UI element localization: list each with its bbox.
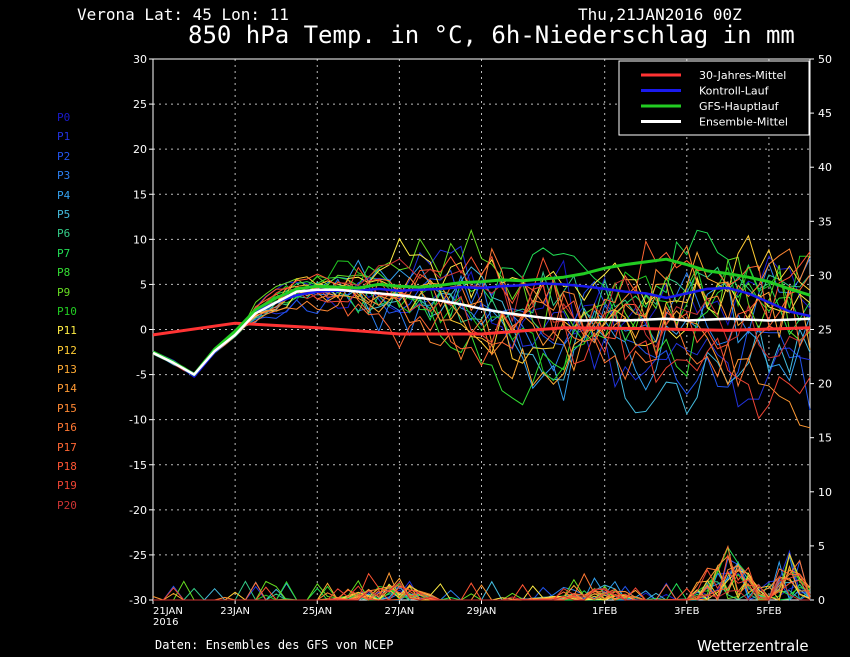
member-label: P17 [57,440,77,454]
x-tick-label: 29JAN [467,606,497,617]
y-tick-label: -10 [129,414,147,427]
y2-tick-label: 35 [818,215,832,228]
y-tick-label: 5 [140,278,147,291]
y2-tick-label: 45 [818,107,832,120]
member-label: P16 [57,421,77,435]
legend-label: Ensemble-Mittel [699,116,788,129]
y-tick-label: -5 [136,369,147,382]
x-tick-label: 21JAN [153,606,183,617]
legend-label: Kontroll-Lauf [699,85,770,98]
y2-tick-label: 20 [818,378,832,391]
member-label: P14 [57,382,77,396]
y-tick-label: -30 [129,594,147,607]
y2-tick-label: 40 [818,161,832,174]
legend-box [618,60,810,136]
x-tick-label: 1FEB [592,606,617,617]
member-label: P5 [57,207,71,221]
x-tick-label: 3FEB [674,606,699,617]
member-label: P6 [57,227,71,241]
y-tick-label: 15 [133,188,147,201]
data-source-label: Daten: Ensembles des GFS von NCEP [155,638,394,652]
member-label: P20 [57,498,77,512]
brand-label: Wetterzentrale [697,637,809,655]
y2-tick-label: 5 [818,540,825,553]
legend-label: 30-Jahres-Mittel [699,69,786,82]
y-tick-label: 20 [133,143,147,156]
member-label: P4 [57,188,71,202]
legend-label: GFS-Hauptlauf [699,100,780,113]
member-label: P2 [57,149,71,163]
station-label: Verona Lat: 45 Lon: 11 [77,5,289,24]
ensemble-member-line [152,244,811,376]
ensemble-member-line [152,237,811,377]
x-tick-label: 27JAN [384,606,414,617]
model-run-time: Thu,21JAN2016 00Z [578,5,742,24]
y-tick-label: 30 [133,53,147,66]
series-line-30-jahres-mittel [152,321,811,337]
series-line-ensemble-mittel [152,288,811,376]
member-label: P7 [57,246,71,260]
member-label: P13 [57,363,77,377]
ensemble-member-line [152,269,811,411]
y2-tick-label: 25 [818,324,832,337]
member-label: P3 [57,169,71,183]
y-tick-label: -15 [129,459,147,472]
x-tick-label: 25JAN [302,606,332,617]
y2-tick-label: 0 [818,594,825,607]
y2-tick-label: 30 [818,269,832,282]
ensemble-member-line [152,239,811,375]
series-line-gfs-hauptlauf [152,257,811,377]
x-tick-label: 23JAN [220,606,250,617]
x-tick-label: 5FEB [756,606,781,617]
chart-legend: 30-Jahres-Mittel Kontroll-Lauf GFS-Hauptla… [618,60,810,136]
ensemble-member-list: P0 P1 P2 P3 P4 P5 P6 P7 P8 P9 P10 P11 P12 P13 P14 P15 P1… [57,108,77,515]
y-tick-label: 0 [140,324,147,337]
member-label: P11 [57,324,77,338]
member-label: P18 [57,460,77,474]
member-label: P10 [57,304,77,318]
member-label: P8 [57,266,71,280]
x-tick-sublabel: 2016 [153,617,178,628]
y-tick-label: 25 [133,98,147,111]
y2-tick-label: 15 [818,432,832,445]
member-label: P12 [57,343,77,357]
precip-member-line [153,575,811,602]
member-label: P9 [57,285,71,299]
member-label: P19 [57,479,77,493]
ensemble-member-line [152,247,811,388]
precipitation-traces [152,544,811,602]
member-label: P15 [57,401,77,415]
y-tick-label: -25 [129,549,147,562]
y2-tick-label: 10 [818,486,832,499]
y-tick-label: -20 [129,504,147,517]
member-label: P0 [57,111,71,124]
chart-title: 850 hPa Temp. in °C, 6h-Niederschlag in … [188,21,795,49]
y2-tick-label: 50 [818,53,832,66]
member-label: P1 [57,130,71,144]
ensemble-member-line [152,255,811,375]
ensemble-member-line [152,251,811,376]
y-tick-label: 10 [133,233,147,246]
